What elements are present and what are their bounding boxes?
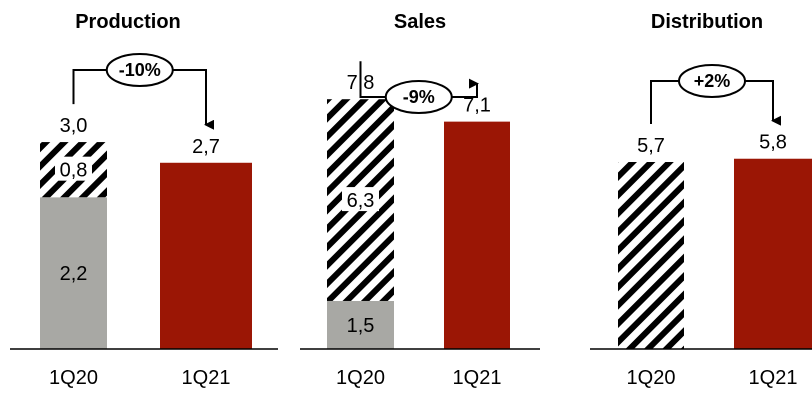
- segment-label-bg: [55, 156, 92, 181]
- panel-title: Production: [75, 11, 181, 33]
- bar-segment-1q20: [40, 197, 107, 349]
- change-badge: [105, 53, 174, 87]
- panel-production: Production 2,2 0,8 3,0 1Q20 2,7 1Q21 -10%: [10, 11, 278, 389]
- segment-label: 2,2: [60, 263, 88, 285]
- change-badge: [678, 64, 746, 98]
- tick-label-1q21: 1Q21: [749, 367, 798, 389]
- bar-segment-1q21: [444, 121, 510, 349]
- change-badge-label: +2%: [694, 71, 731, 91]
- total-label-1q21: 7,1: [463, 95, 491, 117]
- tick-label-1q20: 1Q20: [627, 367, 676, 389]
- bar-segment-1q20: [618, 162, 684, 349]
- tick-label-1q21: 1Q21: [453, 367, 502, 389]
- tick-label-1q20: 1Q20: [49, 367, 98, 389]
- tick-label-1q21: 1Q21: [182, 367, 231, 389]
- bar-segment-1q21: [734, 158, 812, 349]
- total-label-1q20: 3,0: [60, 115, 88, 137]
- total-label-1q21: 2,7: [192, 136, 220, 158]
- segment-label: 0,8: [60, 160, 88, 182]
- segment-label: 1,5: [347, 315, 375, 337]
- bar-segment-1q20: [327, 300, 394, 349]
- segment-label-bg: [342, 187, 379, 212]
- bar-segment-1q21: [160, 162, 252, 349]
- total-label-1q20: 5,7: [637, 135, 665, 157]
- change-badge-label: -10%: [119, 60, 161, 80]
- panel-distribution: Distribution 5,7 1Q20 5,8 1Q21 +2%: [590, 11, 812, 389]
- change-badge: [384, 80, 453, 114]
- panel-title: Distribution: [651, 11, 763, 33]
- change-badge-label: -9%: [403, 87, 435, 107]
- panel-title: Sales: [394, 11, 446, 33]
- total-label-1q21: 5,8: [759, 132, 787, 154]
- segment-label: 6,3: [347, 190, 375, 212]
- tick-label-1q20: 1Q20: [336, 367, 385, 389]
